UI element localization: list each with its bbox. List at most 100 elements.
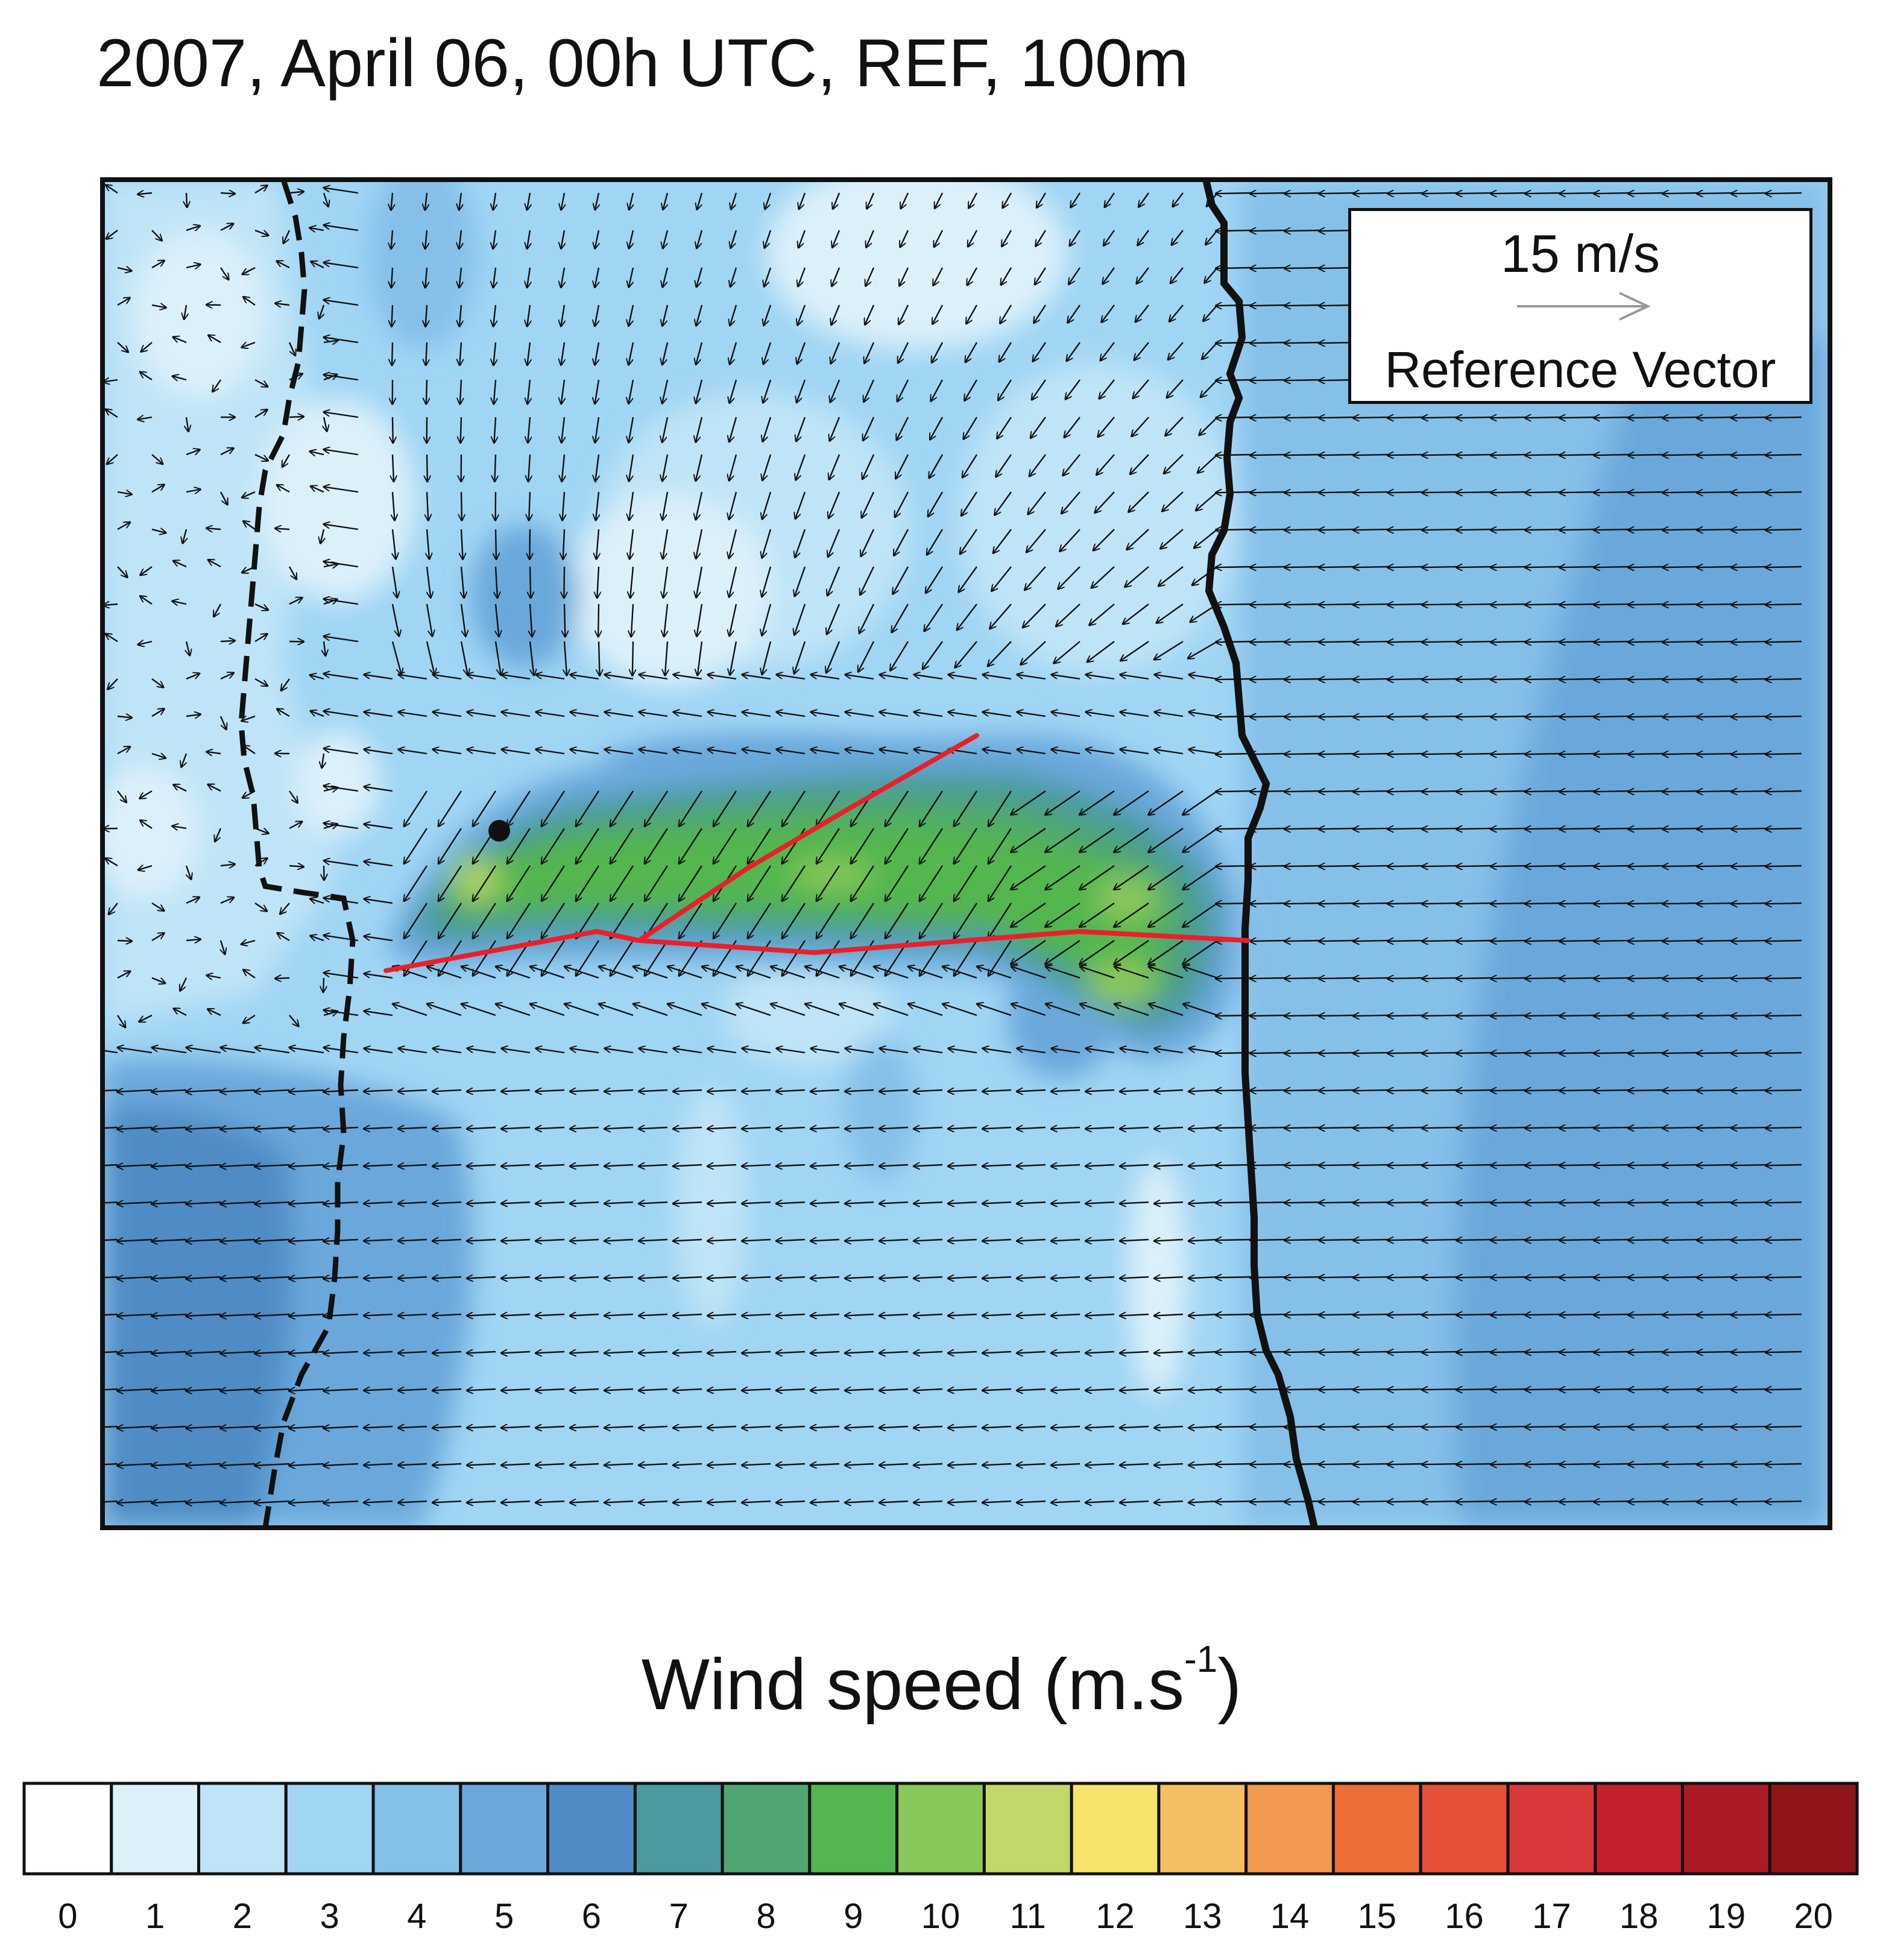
wind-vector-arrow [139, 1014, 153, 1022]
wind-vector-arrow [605, 712, 634, 717]
wind-vector-arrow [1120, 712, 1149, 717]
wind-vector-arrow [141, 342, 153, 352]
wind-vector-arrow [742, 675, 771, 680]
wind-vector-arrow [1035, 267, 1047, 285]
wind-vector-arrow [1114, 790, 1149, 815]
wind-vector-arrow [1594, 903, 1630, 904]
wind-vector-arrow [1525, 641, 1562, 642]
wind-vector-arrow [459, 304, 461, 327]
wind-vector-arrow [1036, 230, 1047, 246]
colorbar-tick-label: 15 [1357, 1897, 1397, 1936]
wind-vector-arrow [530, 1004, 565, 1016]
wind-vector-arrow [1284, 417, 1321, 418]
wind-vector-arrow [763, 379, 772, 403]
wind-vector-arrow [1765, 417, 1802, 418]
wind-vector-arrow [1490, 604, 1527, 605]
wind-vector-arrow [1662, 903, 1699, 904]
wind-vector-arrow [1559, 1426, 1596, 1427]
wind-vector-arrow [137, 417, 153, 420]
wind-vector-arrow [1662, 828, 1699, 829]
wind-vector-arrow [948, 675, 977, 680]
wind-vector-arrow [796, 379, 806, 403]
wind-vector-arrow [1662, 1127, 1699, 1128]
wind-vector-arrow [1032, 379, 1046, 400]
wind-vector-arrow [1168, 342, 1184, 360]
wind-vector-arrow [1765, 641, 1802, 642]
wind-vector-arrow [1490, 791, 1527, 792]
wind-vector-arrow [392, 342, 393, 365]
wind-vector-arrow [186, 673, 200, 680]
wind-vector-arrow [762, 529, 772, 558]
wind-vector-arrow [1594, 1389, 1630, 1390]
wind-vector-arrow [795, 491, 806, 519]
wind-vector-arrow [459, 192, 461, 210]
wind-vector-arrow [845, 712, 874, 717]
wind-vector-arrow [1063, 454, 1080, 476]
wind-vector-arrow [1456, 1090, 1493, 1091]
wind-vector-arrow [364, 862, 393, 867]
wind-vector-arrow [277, 485, 290, 493]
wind-vector-arrow [1319, 716, 1355, 717]
wind-vector-arrow [1353, 791, 1390, 792]
wind-vector-arrow [885, 790, 909, 827]
wind-vector-arrow [864, 342, 875, 364]
wind-vector-arrow [1216, 1501, 1252, 1502]
wind-vector-arrow [663, 230, 669, 248]
wind-vector-arrow [1628, 1426, 1665, 1427]
wind-vector-arrow [1216, 492, 1252, 493]
wind-vector-arrow [324, 641, 326, 656]
wind-vector-arrow [645, 828, 669, 864]
wind-vector-arrow [1000, 304, 1012, 324]
wind-vector-arrow [1422, 1202, 1459, 1203]
wind-vector-arrow [206, 975, 221, 978]
wind-vector-arrow [1662, 492, 1699, 493]
wind-vector-arrow [1765, 828, 1802, 829]
wind-vector-arrow [1133, 379, 1149, 399]
wind-vector-arrow [1490, 193, 1527, 194]
wind-vector-arrow [493, 192, 496, 210]
wind-vector-arrow [496, 1004, 531, 1016]
wind-vector-arrow [494, 379, 496, 404]
colorbar-tick-label: 10 [921, 1897, 960, 1936]
wind-vector-arrow [1731, 828, 1768, 829]
wind-vector-arrow [1559, 716, 1596, 717]
wind-vector-arrow [596, 491, 599, 520]
wind-vector-arrow [1628, 1314, 1665, 1315]
wind-vector-arrow [1765, 903, 1802, 904]
wind-vector-arrow [629, 417, 634, 443]
wind-vector-arrow [914, 675, 943, 680]
wind-vector-arrow [275, 528, 290, 529]
colorbar-title: Wind speed (m.s-1) [0, 1641, 1883, 1726]
wind-vector-arrow [645, 790, 669, 827]
wind-vector-arrow [530, 566, 531, 598]
colorbar-tick-label: 14 [1270, 1897, 1310, 1936]
wind-vector-arrow [151, 260, 165, 269]
wind-vector-arrow [1731, 903, 1768, 904]
wind-vector-arrow [1422, 1090, 1459, 1091]
wind-vector-arrow [1422, 529, 1459, 530]
wind-vector-arrow [1559, 417, 1596, 418]
wind-vector-arrow [730, 267, 737, 287]
wind-vector-arrow [794, 603, 806, 635]
wind-vector-arrow [1422, 1127, 1459, 1128]
wind-vector-arrow [782, 903, 806, 939]
wind-vector-arrow [1490, 828, 1527, 829]
station-marker [488, 820, 510, 842]
wind-vector-arrow [929, 454, 944, 478]
wind-vector-arrow [528, 379, 530, 404]
wind-vector-arrow [914, 749, 943, 755]
wind-vector-arrow [863, 379, 875, 402]
wind-vector-arrow [1697, 903, 1733, 904]
wind-vector-arrow [1765, 1426, 1802, 1427]
wind-vector-arrow [799, 192, 806, 209]
wind-vector-arrow [1353, 1277, 1390, 1278]
wind-vector-arrow [1156, 603, 1184, 623]
wind-vector-arrow [1731, 716, 1768, 717]
wind-vector-arrow [1065, 379, 1080, 399]
wind-vector-arrow [1167, 379, 1184, 398]
wind-vector-arrow [1319, 1277, 1355, 1278]
wind-vector-arrow [1095, 491, 1115, 513]
wind-vector-arrow [633, 966, 668, 979]
wind-vector-arrow [954, 940, 978, 976]
